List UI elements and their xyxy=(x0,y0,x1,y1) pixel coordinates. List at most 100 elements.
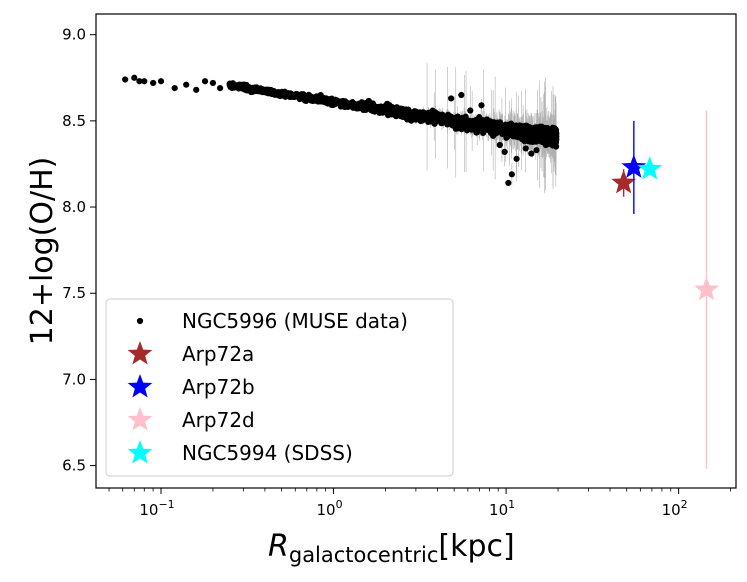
muse-data-point xyxy=(216,85,224,92)
x-tick-label: 102 xyxy=(662,498,688,519)
muse-data-point xyxy=(310,97,318,104)
muse-data-point xyxy=(131,74,138,81)
muse-data-point xyxy=(521,136,528,143)
ngc5994-sdss--star-marker xyxy=(637,156,663,180)
x-axis-label-unit: [kpc] xyxy=(438,529,514,564)
y-tick-label: 6.5 xyxy=(62,457,86,475)
muse-data-point xyxy=(350,101,357,108)
muse-data-point xyxy=(183,81,190,88)
x-tick-exponent: 1 xyxy=(508,498,515,511)
muse-data-point xyxy=(233,83,240,90)
muse-data-point xyxy=(508,171,515,178)
muse-data-point xyxy=(157,78,165,85)
x-tick-label: 10−1 xyxy=(139,498,174,519)
x-tick-base: 10 xyxy=(139,501,158,519)
x-tick-base: 10 xyxy=(662,501,681,519)
muse-data-point xyxy=(281,91,289,99)
muse-data-point xyxy=(243,84,250,91)
muse-data-point xyxy=(301,95,308,102)
muse-data-point xyxy=(498,125,506,132)
muse-data-point xyxy=(493,122,501,129)
muse-data-point xyxy=(275,92,282,99)
muse-data-point xyxy=(467,107,474,114)
muse-data-point xyxy=(542,141,549,149)
legend-label: Arp72b xyxy=(182,375,255,399)
legend-label: Arp72d xyxy=(182,408,255,432)
scatter-points-layer xyxy=(122,62,560,194)
legend-dot-marker xyxy=(136,317,144,325)
legend-star-marker xyxy=(127,341,153,365)
legend-entries: NGC5996 (MUSE data) Arp72a Arp72b Arp72d NGC… xyxy=(127,309,408,465)
muse-data-point xyxy=(458,91,465,99)
muse-data-point xyxy=(399,108,406,115)
muse-data-point xyxy=(122,76,129,83)
muse-data-point xyxy=(209,79,217,87)
y-tick-label: 8.0 xyxy=(62,198,86,216)
muse-data-point xyxy=(528,136,535,144)
muse-data-point xyxy=(254,87,262,94)
x-tick-exponent: −1 xyxy=(158,498,174,511)
muse-data-point xyxy=(452,122,459,130)
axes-layer: 6.57.07.58.08.59.010−1 100 101 102 xyxy=(62,26,731,519)
muse-data-point xyxy=(422,114,429,121)
muse-data-point xyxy=(373,106,380,113)
x-tick-base: 10 xyxy=(489,501,508,519)
muse-data-point xyxy=(382,102,389,109)
muse-data-point xyxy=(528,150,535,157)
muse-data-point xyxy=(141,78,148,85)
muse-data-point xyxy=(526,127,534,134)
muse-data-point xyxy=(150,79,157,87)
muse-data-point xyxy=(394,112,401,119)
muse-data-point xyxy=(469,119,476,126)
muse-data-point xyxy=(171,85,178,92)
legend-label: Arp72a xyxy=(182,342,254,366)
muse-data-point xyxy=(337,103,345,110)
x-tick-exponent: 0 xyxy=(336,498,343,511)
muse-data-point xyxy=(521,131,528,139)
muse-data-point xyxy=(410,110,417,117)
muse-data-point xyxy=(549,133,557,140)
muse-data-point xyxy=(201,78,209,85)
muse-data-point xyxy=(538,128,545,135)
x-axis-label-symbol: R xyxy=(268,529,289,564)
muse-data-point xyxy=(522,145,529,152)
muse-data-point xyxy=(328,95,335,102)
muse-data-point xyxy=(507,123,515,130)
muse-data-point xyxy=(430,117,438,124)
legend: NGC5996 (MUSE data) Arp72a Arp72b Arp72d NGC… xyxy=(105,298,454,477)
muse-data-point xyxy=(261,87,268,94)
muse-data-point xyxy=(271,89,278,96)
legend-star-marker xyxy=(127,374,153,398)
y-tick-label: 7.0 xyxy=(62,370,86,388)
arp72d-star-marker xyxy=(694,276,719,301)
muse-data-point xyxy=(480,120,487,127)
x-tick-label: 100 xyxy=(317,498,343,519)
legend-box xyxy=(105,298,454,477)
muse-data-point xyxy=(414,114,422,121)
muse-data-point xyxy=(455,115,463,122)
legend-label: NGC5994 (SDSS) xyxy=(182,441,353,465)
muse-data-point xyxy=(448,95,455,102)
muse-data-point xyxy=(525,132,533,139)
muse-data-point xyxy=(478,102,485,109)
muse-data-point xyxy=(474,128,481,136)
muse-data-point xyxy=(546,129,553,136)
muse-data-point xyxy=(463,118,470,126)
muse-data-point xyxy=(513,132,521,139)
legend-star-marker xyxy=(127,440,153,464)
y-tick-label: 7.5 xyxy=(62,284,86,302)
muse-data-point xyxy=(480,126,487,133)
muse-data-point xyxy=(533,147,540,154)
x-axis-label: Rgalactocentric[kpc] xyxy=(268,529,515,567)
x-axis-label-subscript: galactocentric xyxy=(289,543,439,567)
muse-data-point xyxy=(193,86,200,93)
muse-data-point xyxy=(470,125,477,132)
muse-data-point xyxy=(386,109,393,116)
muse-data-point xyxy=(399,113,406,120)
muse-data-point xyxy=(330,101,337,108)
muse-data-point xyxy=(136,78,143,85)
y-tick-label: 8.5 xyxy=(62,112,86,130)
muse-data-point xyxy=(490,131,498,138)
muse-data-point xyxy=(307,93,314,100)
